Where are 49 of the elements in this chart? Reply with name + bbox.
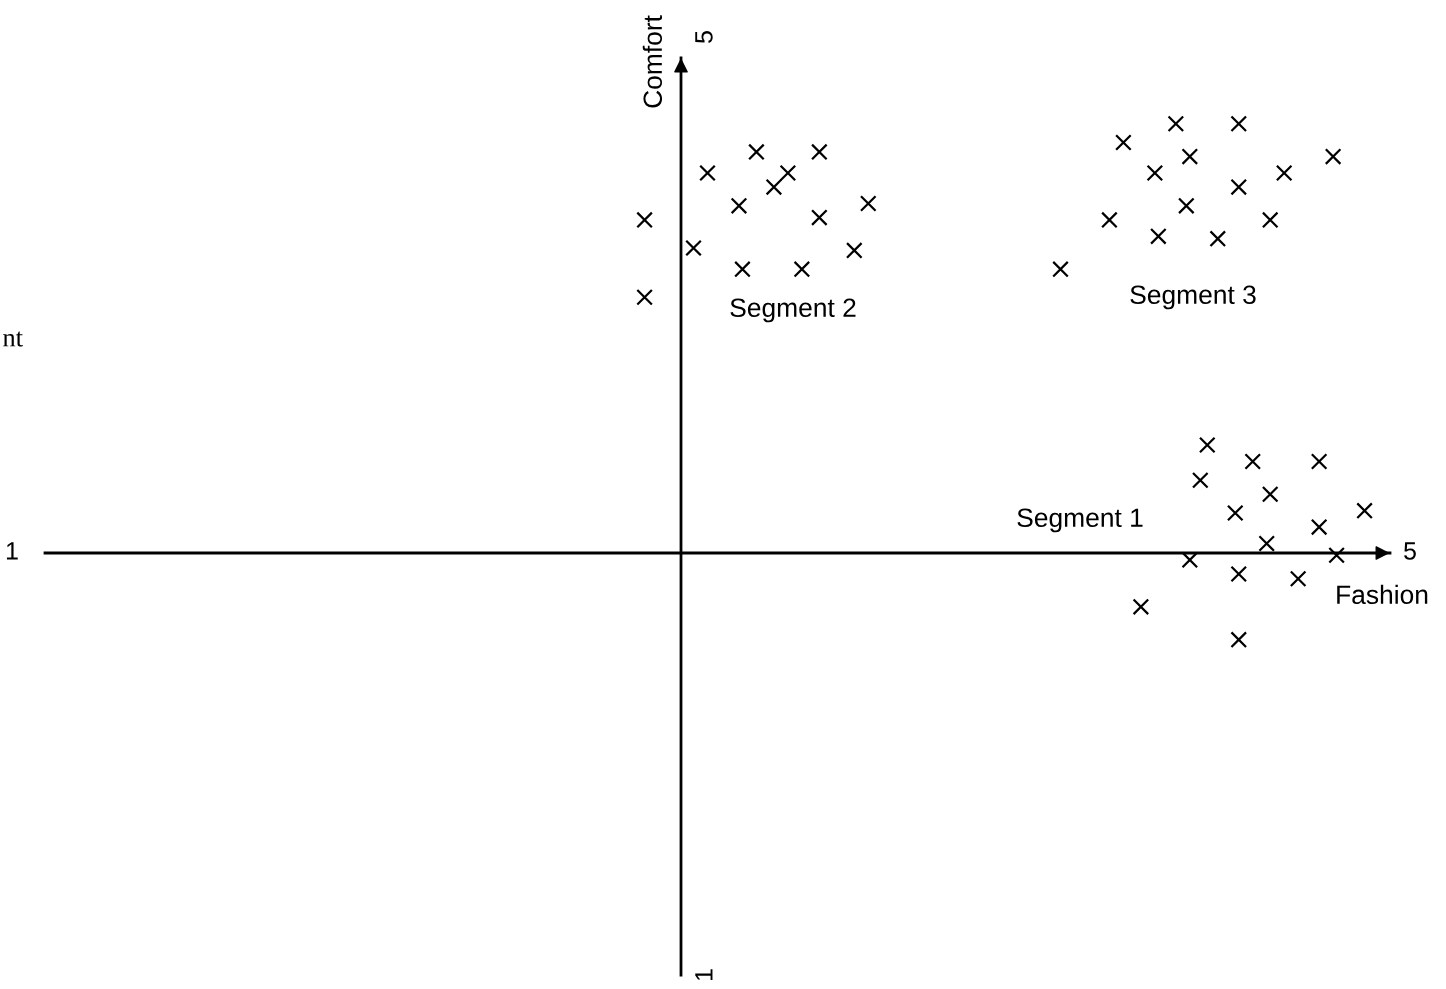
point <box>810 143 828 161</box>
point <box>1132 598 1150 616</box>
annotation: nt <box>3 331 23 347</box>
point <box>636 211 653 229</box>
point <box>636 288 653 306</box>
point <box>1101 211 1118 229</box>
point <box>685 239 702 257</box>
point <box>1328 546 1345 564</box>
point <box>1230 178 1248 196</box>
point <box>730 197 748 215</box>
point <box>1181 148 1199 165</box>
point <box>1356 502 1373 520</box>
point <box>1289 570 1307 588</box>
y-axis-title: Comfort <box>642 15 663 108</box>
point <box>1324 148 1342 165</box>
point <box>734 260 751 278</box>
point <box>1258 535 1276 552</box>
point <box>1310 453 1328 470</box>
point <box>748 143 765 161</box>
point <box>1275 164 1293 182</box>
point <box>1146 164 1164 182</box>
point <box>1167 115 1185 133</box>
point <box>1191 471 1209 489</box>
point <box>793 260 811 278</box>
point <box>1310 518 1328 536</box>
point <box>1261 485 1279 503</box>
point <box>859 195 877 212</box>
point <box>1149 227 1167 245</box>
point <box>1244 453 1262 470</box>
point <box>1226 504 1244 522</box>
annotation: Segment 2 <box>730 298 856 323</box>
point <box>845 242 863 259</box>
x-axis-title: Fashion <box>1337 584 1428 605</box>
point <box>779 164 797 182</box>
point <box>1181 551 1199 569</box>
annotation: Segment 3 <box>1130 285 1256 310</box>
point <box>1230 565 1248 583</box>
point <box>1230 631 1248 649</box>
point <box>1261 211 1279 229</box>
point <box>1177 197 1195 215</box>
point <box>1115 134 1132 151</box>
point <box>1230 115 1248 133</box>
point <box>765 178 783 196</box>
point <box>699 164 716 182</box>
point <box>810 209 828 226</box>
point <box>1198 436 1216 454</box>
point <box>1052 260 1069 278</box>
annotation: Segment 1 <box>1017 508 1143 533</box>
point <box>1209 230 1227 248</box>
